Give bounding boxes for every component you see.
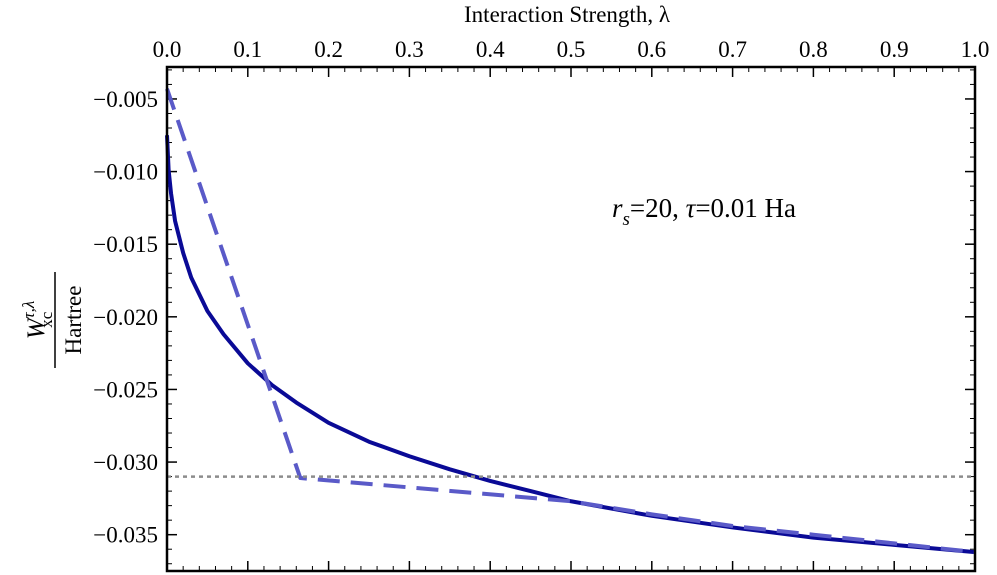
- y-tick-label: −0.035: [93, 523, 158, 548]
- y-tick-labels: −0.005 −0.010 −0.015 −0.020 −0.025 −0.030 −0.0…: [93, 87, 158, 548]
- x-tick-label: 0.9: [880, 37, 909, 62]
- y-tick-label: −0.015: [93, 232, 158, 257]
- series-group: [165, 88, 976, 555]
- y-axis-title-denominator: Hartree: [61, 286, 86, 355]
- x-tick-label: 0.3: [395, 37, 424, 62]
- x-tick-label: 1.0: [961, 37, 990, 62]
- y-tick-label: −0.030: [93, 450, 158, 475]
- plot-frame: [165, 65, 977, 573]
- x-tick-label: 0.4: [476, 37, 505, 62]
- series-line-solid: [165, 135, 976, 555]
- x-axis-title: Interaction Strength, λ: [464, 2, 671, 27]
- x-tick-label: 0.6: [637, 37, 666, 62]
- y-tick-label: −0.010: [93, 160, 158, 185]
- y-tick-label: −0.020: [93, 305, 158, 330]
- x-tick-label: 0.1: [233, 37, 262, 62]
- parameter-annotation: rs=20, τ=0.01 Ha: [612, 193, 796, 230]
- x-tick-label: 0.5: [557, 37, 586, 62]
- annotation-s: s: [623, 209, 630, 230]
- annotation-tau: τ: [686, 193, 697, 223]
- y-tick-label: −0.005: [93, 87, 158, 112]
- y-axis-title-numerator: Wτ,λxc: [19, 301, 56, 340]
- x-tick-label: 0.7: [718, 37, 747, 62]
- annotation-rest: =20,: [630, 193, 686, 223]
- axis-ticks: [166, 67, 976, 571]
- annotation-tail: =0.01 Ha: [695, 193, 796, 223]
- x-tick-label: 0.2: [314, 37, 343, 62]
- annotation-r: r: [612, 193, 623, 223]
- y-axis-title: Wτ,λxc Hartree: [19, 272, 86, 368]
- y-tick-label: −0.025: [93, 377, 158, 402]
- x-tick-label: 0.8: [799, 37, 828, 62]
- x-tick-labels: 0.0 0.1 0.2 0.3 0.4 0.5 0.6 0.7 0.8 0.9 1.0: [153, 37, 990, 62]
- x-tick-label: 0.0: [153, 37, 182, 62]
- series-line-dashed: [165, 88, 976, 555]
